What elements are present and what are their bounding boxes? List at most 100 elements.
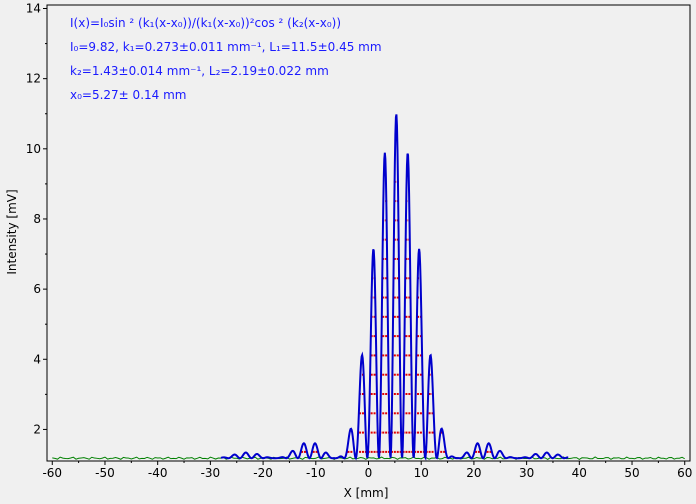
y-tick-label: 6 <box>33 282 41 296</box>
x-tick-label: -20 <box>253 466 273 480</box>
data-point <box>393 335 396 338</box>
data-point <box>382 296 385 299</box>
background-series <box>52 456 685 461</box>
data-point <box>396 373 399 376</box>
data-point <box>396 412 399 415</box>
data-point <box>382 431 385 434</box>
data-point <box>417 412 420 415</box>
x-tick-label: 0 <box>365 466 373 480</box>
data-point <box>359 450 362 453</box>
y-axis-label: Intensity [mV] <box>5 189 19 274</box>
data-point <box>417 315 420 318</box>
x-tick-label: 20 <box>466 466 481 480</box>
data-point <box>385 393 388 395</box>
data-point <box>385 296 388 299</box>
data-point <box>486 450 489 453</box>
data-point <box>428 412 431 415</box>
fit-curve <box>220 114 569 461</box>
data-point <box>385 277 388 280</box>
data-point <box>396 315 399 318</box>
data-point <box>370 373 373 376</box>
data-point <box>393 277 396 280</box>
data-point <box>405 277 408 280</box>
data-point <box>489 450 492 453</box>
data-point <box>396 431 399 434</box>
data-point <box>382 315 385 318</box>
data-point <box>361 412 364 415</box>
data-point <box>417 373 420 376</box>
data-point <box>428 431 431 434</box>
data-point <box>408 393 411 395</box>
data-point <box>385 431 388 434</box>
data-point <box>408 450 411 453</box>
data-point <box>419 393 422 395</box>
data-point <box>408 335 411 338</box>
data-point <box>385 335 388 338</box>
data-point <box>373 412 376 415</box>
data-point <box>396 354 399 357</box>
data-point <box>408 412 411 415</box>
data-point <box>382 450 385 453</box>
data-point <box>417 450 420 453</box>
data-point <box>315 450 318 453</box>
data-point <box>396 257 399 260</box>
data-point <box>431 412 434 415</box>
data-point <box>405 257 408 260</box>
data-point <box>419 354 422 357</box>
data-point <box>393 412 396 415</box>
data-point <box>370 450 373 453</box>
data-point <box>370 431 373 434</box>
annotation-line-2: I₀=9.82, k₁=0.273±0.011 mm⁻¹, L₁=11.5±0.… <box>70 40 382 54</box>
data-point <box>359 431 362 434</box>
fit-annotation: I(x)=I₀sin ² (k₁(x-x₀))/(k₁(x-x₀))²cos ²… <box>70 16 382 102</box>
data-point <box>419 412 422 415</box>
data-point <box>405 335 408 338</box>
data-point <box>393 354 396 357</box>
data-point <box>417 393 420 395</box>
data-point <box>477 450 480 453</box>
data-point <box>396 296 399 299</box>
data-point <box>393 296 396 299</box>
data-point <box>385 450 388 453</box>
data-point <box>373 335 376 338</box>
x-tick-label: -40 <box>148 466 168 480</box>
y-tick-label: 4 <box>33 352 41 366</box>
data-point <box>350 450 353 453</box>
data-point <box>405 373 408 376</box>
data-point <box>419 373 422 376</box>
data-point <box>393 393 396 395</box>
data-point <box>361 450 364 453</box>
data-point <box>301 450 304 453</box>
data-point <box>347 450 350 453</box>
x-tick-label: -10 <box>306 466 326 480</box>
data-point <box>382 354 385 357</box>
data-point <box>408 296 411 299</box>
data-point <box>428 450 431 453</box>
data-point <box>393 257 396 260</box>
data-point <box>373 431 376 434</box>
y-tick-label: 2 <box>33 422 41 436</box>
data-point <box>382 373 385 376</box>
data-point <box>382 335 385 338</box>
data-point <box>419 450 422 453</box>
data-point <box>393 431 396 434</box>
annotation-line-4: x₀=5.27± 0.14 mm <box>70 88 186 102</box>
data-point <box>405 431 408 434</box>
x-tick-label: -60 <box>42 466 62 480</box>
y-tick-label: 12 <box>26 72 41 86</box>
data-point <box>405 296 408 299</box>
x-tick-label: 40 <box>572 466 587 480</box>
x-axis-label: X [mm] <box>344 486 389 500</box>
x-tick-label: 30 <box>519 466 534 480</box>
data-point <box>402 450 405 453</box>
data-point <box>373 393 376 395</box>
data-point <box>396 450 399 453</box>
data-point <box>405 450 408 453</box>
data-point <box>405 315 408 318</box>
data-point <box>382 393 385 395</box>
data-point <box>303 450 306 453</box>
data-point <box>419 431 422 434</box>
annotation-line-3: k₂=1.43±0.014 mm⁻¹, L₂=2.19±0.022 mm <box>70 64 329 78</box>
data-point <box>370 354 373 357</box>
data-point <box>396 393 399 395</box>
